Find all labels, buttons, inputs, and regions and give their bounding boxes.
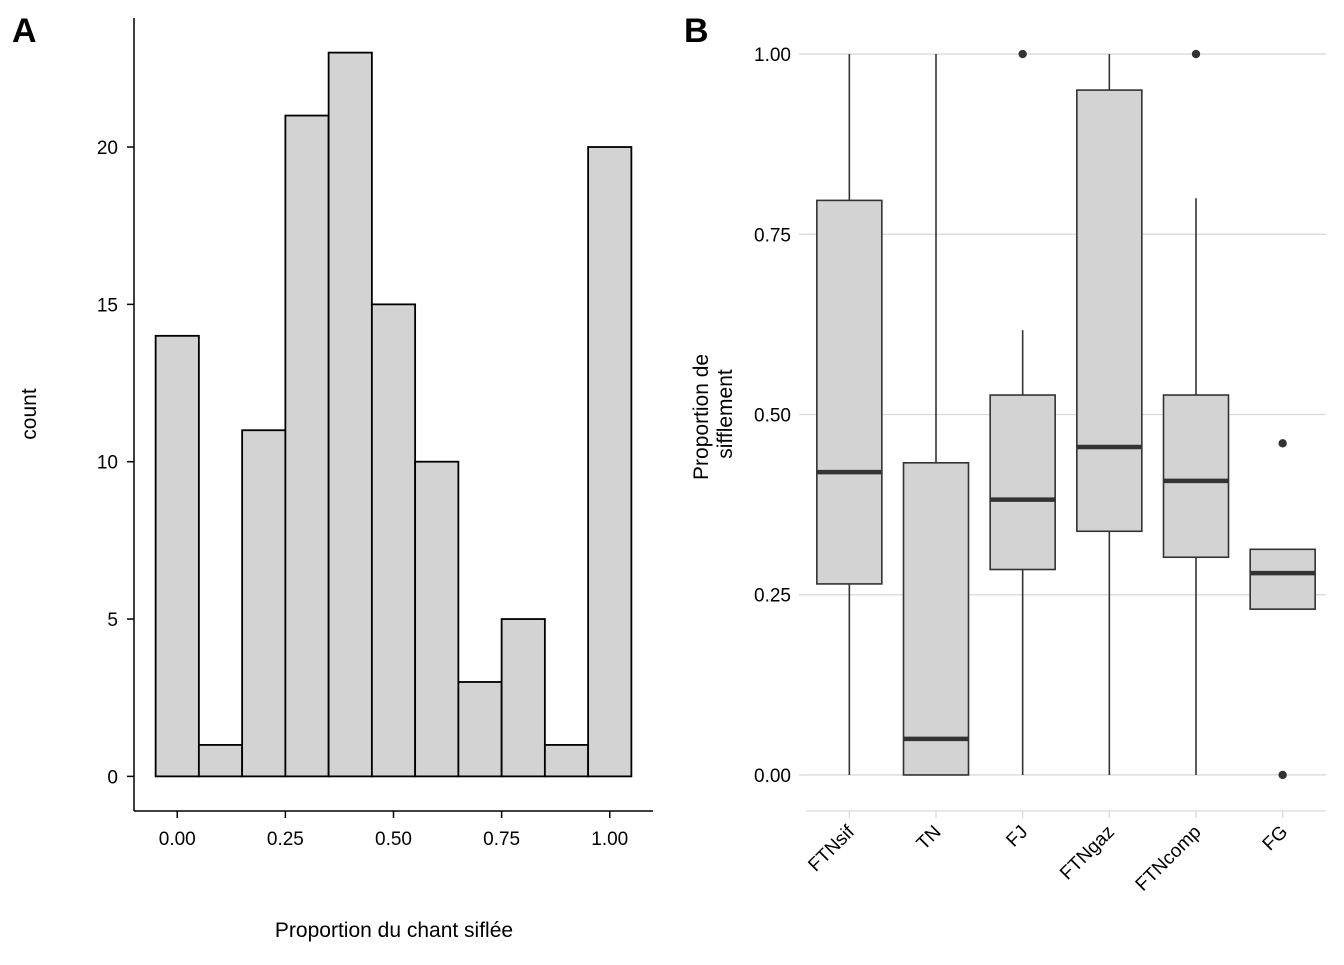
box-outlier bbox=[1278, 770, 1287, 780]
box-outlier bbox=[1191, 49, 1201, 59]
hist-bar bbox=[154, 334, 200, 778]
box-FG bbox=[1249, 439, 1316, 780]
hist-bar bbox=[500, 618, 546, 778]
a-y-tick-label: 5 bbox=[107, 610, 118, 631]
b-x-tick-label: FTNgaz bbox=[1056, 822, 1119, 885]
box-FTNsif bbox=[816, 54, 883, 775]
hist-bar bbox=[457, 681, 503, 778]
b-y-tick-label: 1.00 bbox=[754, 45, 791, 66]
box-iqr bbox=[989, 394, 1056, 571]
panel-a-label: A bbox=[12, 12, 37, 50]
hist-bar bbox=[327, 51, 373, 778]
b-y-axis-title-line1: Proportion de bbox=[690, 354, 713, 480]
b-y-tick-label: 0.50 bbox=[754, 406, 791, 427]
hist-bar bbox=[197, 744, 244, 778]
panel-a-histogram: A 0.00 0.25 0.50 0.75 1.00 0 5 10 15 20 Proporti… bbox=[12, 12, 653, 942]
box-iqr bbox=[816, 199, 883, 585]
box-outlier bbox=[1278, 439, 1287, 448]
hist-bar bbox=[284, 114, 330, 778]
box-iqr bbox=[1162, 394, 1230, 559]
hist-bar bbox=[241, 429, 287, 778]
panel-b-boxplot: B 0.000.250.500.751.00 FTNsif TN FJ FTNgaz F… bbox=[684, 12, 1326, 896]
box-iqr bbox=[1076, 89, 1143, 533]
b-y-tick-label: 0.75 bbox=[754, 225, 791, 246]
a-x-axis-title: Proportion du chant siflée bbox=[275, 919, 513, 942]
a-x-tick-label: 0.00 bbox=[159, 829, 196, 850]
b-x-tick-label: FJ bbox=[1002, 822, 1032, 852]
hist-bar bbox=[370, 303, 417, 778]
box-iqr bbox=[902, 462, 970, 776]
a-y-tick-label: 0 bbox=[107, 767, 118, 788]
a-x-tick-label: 0.25 bbox=[267, 829, 304, 850]
a-x-tick-label: 0.75 bbox=[483, 829, 520, 850]
a-y-tick-label: 15 bbox=[97, 295, 118, 316]
box-outlier bbox=[1018, 49, 1027, 59]
a-y-tick-label: 10 bbox=[97, 453, 118, 474]
box-TN bbox=[902, 54, 970, 776]
a-y-tick-label: 20 bbox=[97, 138, 118, 159]
b-x-tick-label: FTNsif bbox=[804, 821, 859, 876]
box-FTNcomp bbox=[1162, 49, 1230, 775]
hist-bar bbox=[543, 744, 590, 778]
b-x-tick-label: FTNcomp bbox=[1132, 822, 1206, 896]
box-FTNgaz bbox=[1076, 54, 1143, 775]
panel-b-label: B bbox=[684, 12, 709, 50]
b-y-tick-label: 0.00 bbox=[754, 766, 791, 787]
a-y-axis-title: count bbox=[18, 388, 41, 440]
b-y-tick-label: 0.25 bbox=[754, 586, 791, 607]
a-x-tick-label: 0.50 bbox=[375, 829, 412, 850]
hist-bar bbox=[414, 460, 460, 778]
box-iqr bbox=[1249, 548, 1316, 610]
b-y-axis-title-line2: sifflement bbox=[714, 369, 737, 459]
b-x-tick-label: FG bbox=[1259, 822, 1293, 856]
a-x-tick-label: 1.00 bbox=[591, 829, 628, 850]
hist-bar bbox=[587, 146, 633, 778]
b-x-tick-label: TN bbox=[913, 822, 946, 855]
b-y-axis-title: Proportion de sifflement bbox=[690, 348, 737, 480]
box-FJ bbox=[989, 49, 1056, 775]
